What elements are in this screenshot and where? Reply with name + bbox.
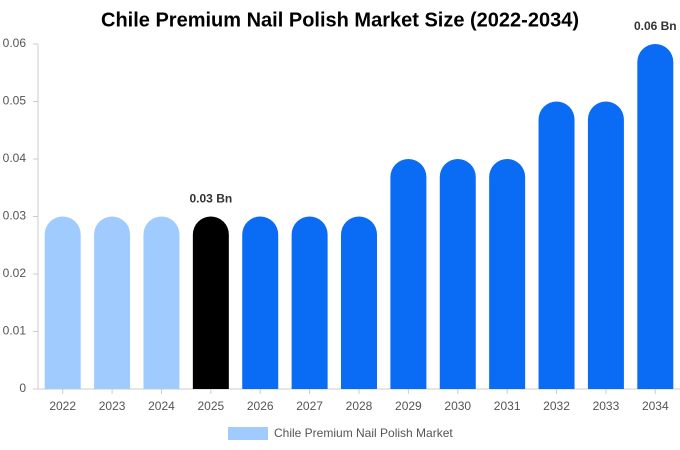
x-tick-label: 2023 bbox=[99, 399, 126, 413]
bar bbox=[94, 216, 131, 389]
x-tick-label: 2033 bbox=[593, 399, 620, 413]
x-tick-label: 2031 bbox=[494, 399, 521, 413]
y-tick-label: 0.04 bbox=[3, 151, 27, 165]
bar bbox=[637, 44, 674, 389]
x-tick-label: 2032 bbox=[543, 399, 570, 413]
y-tick-label: 0.05 bbox=[3, 94, 27, 108]
bar bbox=[439, 159, 476, 389]
x-tick-label: 2027 bbox=[296, 399, 323, 413]
bar bbox=[192, 216, 229, 389]
bar bbox=[538, 101, 575, 389]
bar bbox=[242, 216, 279, 389]
x-tick-label: 2028 bbox=[346, 399, 373, 413]
x-tick-label: 2026 bbox=[247, 399, 274, 413]
legend-swatch bbox=[228, 427, 268, 440]
value-label: 0.03 Bn bbox=[190, 192, 233, 206]
bar bbox=[291, 216, 328, 389]
x-tick-label: 2025 bbox=[197, 399, 224, 413]
value-label: 0.06 Bn bbox=[634, 19, 677, 33]
x-tick-label: 2029 bbox=[395, 399, 422, 413]
y-tick-label: 0.01 bbox=[3, 324, 27, 338]
y-tick-label: 0.06 bbox=[3, 36, 27, 50]
bar bbox=[44, 216, 81, 389]
chart-title: Chile Premium Nail Polish Market Size (2… bbox=[101, 9, 579, 31]
bar bbox=[390, 159, 427, 389]
x-tick-label: 2024 bbox=[148, 399, 175, 413]
y-tick-label: 0.03 bbox=[3, 209, 27, 223]
bar bbox=[489, 158, 526, 389]
x-tick-label: 2022 bbox=[49, 399, 76, 413]
x-tick-label: 2034 bbox=[642, 399, 669, 413]
bar bbox=[143, 216, 180, 389]
y-tick-label: 0.02 bbox=[3, 266, 27, 280]
legend-label: Chile Premium Nail Polish Market bbox=[274, 426, 453, 440]
x-tick-label: 2030 bbox=[444, 399, 471, 413]
bar bbox=[341, 216, 377, 389]
bar bbox=[587, 101, 624, 389]
y-tick-label: 0 bbox=[19, 381, 26, 395]
